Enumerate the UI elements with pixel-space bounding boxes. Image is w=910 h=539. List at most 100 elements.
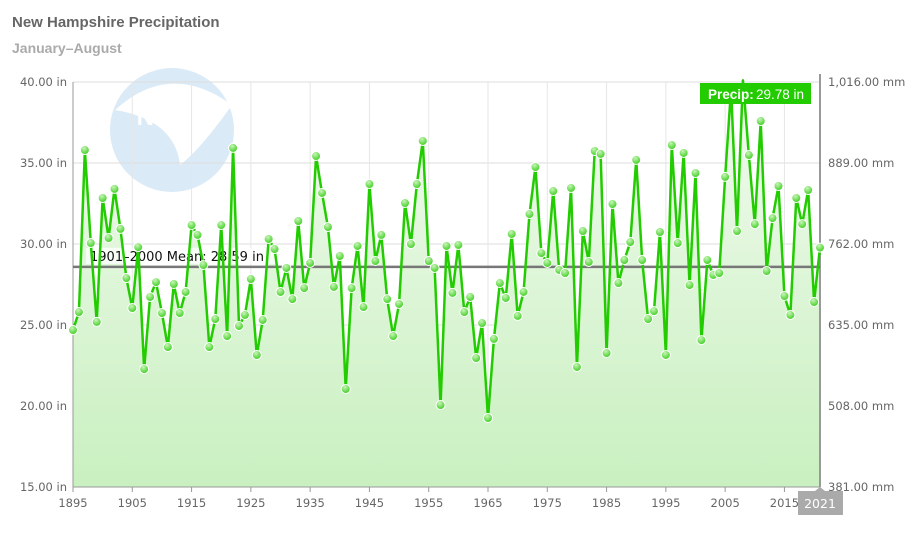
data-point-1992 bbox=[643, 314, 654, 325]
data-point-1962 bbox=[465, 291, 476, 302]
chart-title: New Hampshire Precipitation bbox=[12, 14, 220, 31]
data-point-1915 bbox=[186, 220, 197, 231]
data-point-1981 bbox=[577, 226, 588, 237]
data-point-1897 bbox=[79, 145, 90, 156]
data-point-1998 bbox=[678, 147, 689, 158]
data-point-1961 bbox=[459, 307, 470, 318]
data-point-1948 bbox=[382, 294, 393, 305]
data-point-1941 bbox=[340, 383, 351, 394]
data-point-1923 bbox=[234, 320, 244, 331]
x-tick-label: 1985 bbox=[592, 496, 621, 510]
x-tick-label: 1945 bbox=[355, 496, 384, 510]
data-point-2020 bbox=[809, 296, 820, 307]
y-tick-label-right: 762.00 mm bbox=[828, 237, 894, 251]
data-point-1939 bbox=[328, 281, 339, 292]
y-tick-label-left: 35.00 in bbox=[20, 156, 67, 170]
data-point-1970 bbox=[512, 310, 523, 321]
data-point-1966 bbox=[488, 333, 499, 344]
y-tick-label-left: 25.00 in bbox=[20, 318, 67, 332]
data-point-1908 bbox=[145, 291, 156, 302]
data-point-2001 bbox=[696, 335, 707, 346]
data-point-1975 bbox=[542, 257, 553, 268]
tooltip-value: 29.78 in bbox=[756, 87, 804, 102]
data-point-1946 bbox=[370, 256, 381, 267]
data-point-1912 bbox=[168, 279, 179, 290]
data-point-1955 bbox=[423, 256, 434, 267]
x-tick-label: 1935 bbox=[296, 496, 325, 510]
y-tick-label-right: 381.00 mm bbox=[828, 480, 894, 494]
data-point-1909 bbox=[151, 277, 161, 288]
x-tick-label: 1895 bbox=[58, 496, 87, 510]
data-point-1925 bbox=[245, 273, 256, 284]
data-point-1916 bbox=[192, 229, 203, 240]
data-point-1953 bbox=[411, 179, 422, 190]
data-point-2014 bbox=[773, 181, 784, 192]
x-tick-label: 1915 bbox=[177, 496, 206, 510]
y-tick-label-right: 1,016.00 mm bbox=[828, 75, 905, 89]
x-tick-label: 2015 bbox=[770, 496, 799, 510]
data-point-2019 bbox=[803, 185, 814, 196]
data-point-1928 bbox=[263, 233, 274, 244]
x-tick-label: 2005 bbox=[711, 496, 740, 510]
x-highlight-pointer bbox=[815, 487, 825, 491]
data-point-1929 bbox=[269, 244, 280, 255]
data-point-1972 bbox=[524, 209, 535, 220]
data-point-2010 bbox=[749, 219, 760, 230]
noaa-logo-text: NOAA bbox=[137, 104, 208, 131]
x-tick-label: 1925 bbox=[236, 496, 265, 510]
data-point-1963 bbox=[471, 353, 482, 364]
data-point-1920 bbox=[216, 220, 227, 231]
data-point-2017 bbox=[791, 192, 802, 203]
data-point-2005 bbox=[720, 171, 731, 182]
data-point-1969 bbox=[506, 228, 517, 239]
data-point-1999 bbox=[684, 279, 695, 290]
data-point-1985 bbox=[601, 348, 612, 359]
data-point-1936 bbox=[311, 151, 322, 162]
data-point-1994 bbox=[654, 227, 665, 238]
data-point-1895 bbox=[68, 325, 78, 336]
data-point-1956 bbox=[429, 262, 440, 273]
data-point-1960 bbox=[453, 239, 464, 250]
data-point-1935 bbox=[305, 257, 316, 268]
data-point-1944 bbox=[358, 302, 369, 313]
data-point-2012 bbox=[761, 266, 772, 277]
data-point-1988 bbox=[619, 255, 630, 266]
data-point-1979 bbox=[566, 182, 576, 193]
y-tick-label-right: 889.00 mm bbox=[828, 156, 894, 170]
data-point-1910 bbox=[156, 308, 167, 319]
data-point-1913 bbox=[174, 308, 185, 319]
data-point-1903 bbox=[115, 223, 126, 234]
data-point-2007 bbox=[732, 226, 742, 237]
data-point-1901 bbox=[103, 233, 114, 244]
x-tick-label: 1965 bbox=[473, 496, 502, 510]
data-point-1978 bbox=[560, 267, 571, 278]
data-point-1976 bbox=[548, 186, 559, 197]
data-point-1949 bbox=[388, 331, 399, 342]
data-point-1973 bbox=[530, 162, 541, 173]
data-point-1938 bbox=[322, 221, 333, 232]
x-highlight-bg bbox=[798, 491, 843, 515]
chart-subtitle: January–August bbox=[12, 40, 122, 56]
data-point-1927 bbox=[257, 314, 268, 325]
data-point-1991 bbox=[637, 255, 648, 266]
data-point-1906 bbox=[133, 242, 144, 253]
noaa-logo-watermark: NOAA bbox=[110, 68, 234, 192]
data-point-1919 bbox=[210, 314, 221, 325]
data-point-1958 bbox=[441, 240, 452, 251]
data-point-1957 bbox=[435, 400, 446, 411]
data-point-1907 bbox=[139, 364, 150, 375]
x-tick-label: 1905 bbox=[118, 496, 147, 510]
data-point-1904 bbox=[121, 273, 132, 284]
data-point-2009 bbox=[743, 150, 754, 161]
data-point-1987 bbox=[613, 278, 624, 289]
data-point-1905 bbox=[127, 302, 138, 313]
data-point-1993 bbox=[649, 306, 659, 317]
data-point-2015 bbox=[779, 291, 790, 302]
data-point-1911 bbox=[162, 342, 173, 353]
data-point-1971 bbox=[518, 286, 529, 297]
y-tick-label-right: 635.00 mm bbox=[828, 318, 894, 332]
y-tick-label-left: 40.00 in bbox=[20, 75, 67, 89]
data-point-1899 bbox=[91, 316, 102, 327]
data-point-1984 bbox=[595, 148, 606, 159]
data-point-1954 bbox=[417, 135, 428, 146]
